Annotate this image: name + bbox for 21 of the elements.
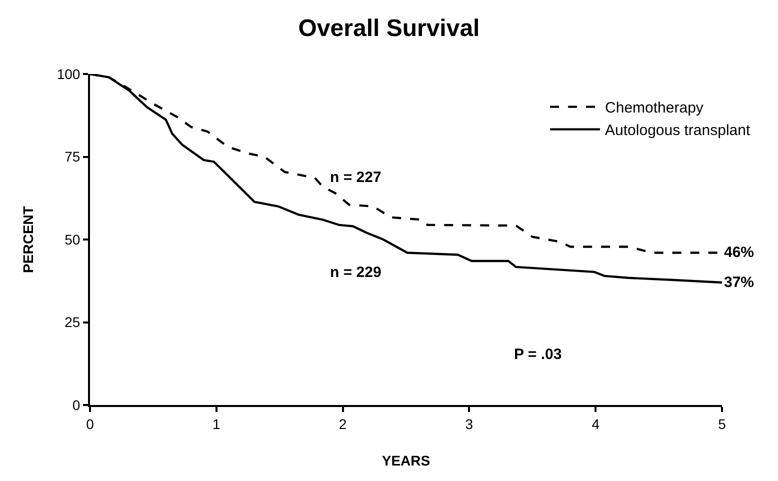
x-tick-label: 0	[86, 416, 94, 432]
x-tick-label: 5	[718, 416, 726, 432]
x-tick-label: 4	[592, 416, 600, 432]
y-tick-label: 25	[64, 314, 80, 330]
y-tick-label: 50	[64, 231, 80, 248]
x-tick-label: 1	[212, 416, 220, 432]
x-tick-label: 3	[465, 416, 474, 432]
legend-label: Chemotherapy	[605, 100, 704, 117]
y-tick-label: 0	[72, 396, 80, 413]
annotation: n = 229	[330, 264, 382, 281]
annotation: n = 227	[330, 169, 382, 186]
x-axis-title: YEARS	[382, 452, 430, 469]
y-axis-title: PERCENT	[20, 206, 36, 273]
annotation: P = .03	[514, 346, 562, 363]
legend-label: Autologous transplant	[605, 122, 751, 140]
annotation: 46%	[724, 244, 754, 261]
y-tick-label: 75	[64, 148, 80, 165]
annotation: 37%	[724, 274, 754, 291]
chart-title: Overall Survival	[298, 15, 480, 42]
y-tick-label: 100	[56, 66, 80, 82]
x-tick-label: 2	[338, 416, 347, 432]
